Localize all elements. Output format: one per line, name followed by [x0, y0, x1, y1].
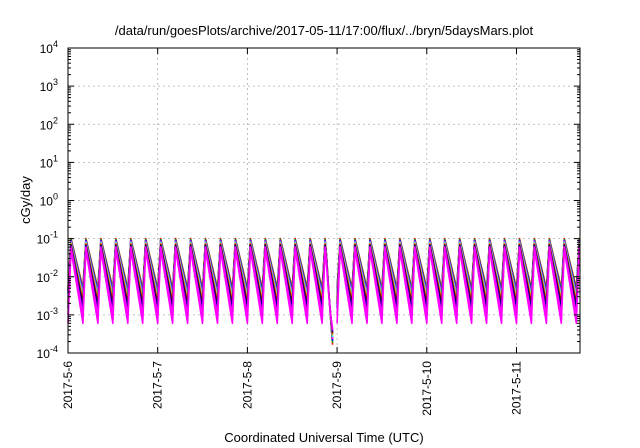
- series-line: [336, 249, 581, 325]
- x-tick-label: 2017-5-6: [61, 361, 75, 409]
- y-tick-label: 10-1: [37, 230, 58, 247]
- grid-layer: [68, 48, 580, 353]
- y-tick-label: 10-2: [37, 268, 58, 285]
- y-tick-base: 10: [40, 80, 54, 94]
- y-tick-base: 10: [40, 195, 54, 209]
- y-tick-base: 10: [40, 42, 54, 56]
- chart-title: /data/run/goesPlots/archive/2017-05-11/1…: [115, 23, 534, 38]
- tick-layer: [67, 47, 580, 354]
- series-line: [67, 245, 334, 332]
- series-line: [67, 246, 334, 331]
- series-layer: [67, 237, 581, 345]
- y-tick-exponent: 0: [53, 192, 58, 202]
- y-tick-label: 10-3: [37, 306, 58, 323]
- x-tick-label: 2017-5-9: [330, 361, 344, 409]
- x-tick-label: 2017-5-10: [420, 361, 434, 416]
- y-tick-base: 10: [37, 309, 51, 323]
- y-tick-base: 10: [40, 156, 54, 170]
- y-tick-base: 10: [37, 347, 51, 361]
- x-tick-label: 2017-5-8: [240, 361, 254, 409]
- x-axis-label: Coordinated Universal Time (UTC): [224, 430, 423, 445]
- y-tick-exponent: 2: [53, 115, 58, 125]
- y-tick-base: 10: [37, 271, 51, 285]
- y-tick-label: 104: [40, 39, 58, 56]
- y-tick-base: 10: [40, 118, 54, 132]
- y-tick-exponent: -3: [50, 306, 58, 316]
- x-tick-labels: 2017-5-6 2017-5-7 2017-5-8 2017-5-9 2017-5-1…: [61, 361, 523, 416]
- x-tick-label: 2017-5-7: [151, 361, 165, 409]
- y-tick-exponent: -4: [50, 344, 58, 354]
- series-line: [67, 249, 334, 329]
- y-tick-base: 10: [37, 233, 51, 247]
- y-tick-label: 100: [40, 192, 58, 209]
- x-tick-label: 2017-5-11: [509, 361, 523, 415]
- y-tick-exponent: 1: [53, 153, 58, 163]
- y-tick-label: 102: [40, 115, 58, 132]
- y-tick-exponent: -2: [50, 268, 58, 278]
- y-tick-label: 101: [40, 153, 58, 170]
- y-tick-exponent: 3: [53, 77, 58, 87]
- y-tick-exponent: -1: [50, 230, 58, 240]
- y-tick-label: 103: [40, 77, 58, 94]
- y-tick-label: 10-4: [37, 344, 58, 361]
- y-tick-exponent: 4: [53, 39, 58, 49]
- y-axis-label: cGy/day: [18, 176, 33, 224]
